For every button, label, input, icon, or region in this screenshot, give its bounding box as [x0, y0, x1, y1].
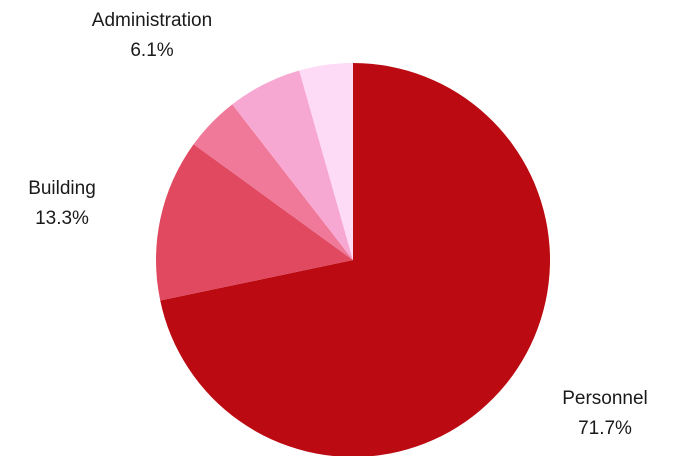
label-administration-name: Administration: [91, 10, 213, 31]
pie-slice-administration: [232, 70, 353, 260]
label-administration: Administration 6.1%: [64, 6, 240, 66]
pie-slice-personnel: [160, 63, 550, 456]
label-building-name: Building: [28, 178, 96, 199]
pie-slice-unlabeled-4: [299, 63, 353, 260]
label-personnel: Personnel 71.7%: [536, 384, 674, 444]
label-building: Building 13.3%: [6, 174, 118, 234]
label-personnel-pct: 71.7%: [578, 418, 632, 439]
label-building-pct: 13.3%: [35, 208, 89, 229]
label-administration-pct: 6.1%: [130, 40, 174, 61]
label-personnel-name: Personnel: [562, 388, 648, 409]
pie-slice-building: [156, 144, 353, 301]
pie-slice-unlabeled-2: [193, 104, 353, 260]
